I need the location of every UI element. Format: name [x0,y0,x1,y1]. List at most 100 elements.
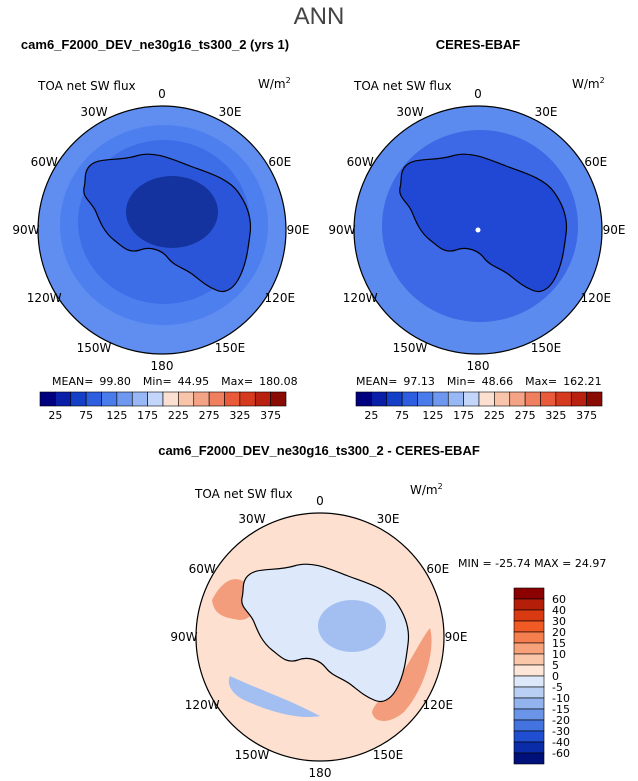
diff-stats: MIN = -25.74 MAX = 24.97 [458,557,606,570]
colorbar-tick-label: 225 [168,409,189,422]
colorbar-tick-label: 20 [552,626,566,639]
lon-label-180: 180 [151,359,174,373]
colorbar-swatch [513,752,545,765]
colorbar-tick-label: 25 [364,409,378,422]
colorbar-swatch [386,391,403,407]
colorbar-swatch [178,391,195,407]
colorbar-swatch [401,391,418,407]
colorbar-tick-label: 225 [484,409,505,422]
lon-label-60W: 60W [31,155,58,169]
ceres-variable-label: TOA net SW flux [353,79,452,93]
diff-units-label: W/m2 [410,482,443,497]
colorbar-swatch [70,391,87,407]
lon-label-180: 180 [467,359,490,373]
lon-label-120W: 120W [27,291,62,305]
colorbar-swatch [447,391,464,407]
colorbar-swatch [524,391,541,407]
diff-map-border [195,512,445,762]
colorbar-swatch [513,620,545,633]
colorbar-swatch [193,391,210,407]
colorbar-tick-label: 5 [552,659,559,672]
lon-label-120E: 120E [265,291,296,305]
lon-label-60E: 60E [268,155,291,169]
colorbar-tick-label: 275 [515,409,536,422]
colorbar-tick-label: -60 [552,747,570,760]
model-map [38,106,286,354]
lon-label-120W: 120W [343,291,378,305]
lon-label-0: 0 [158,87,166,101]
lon-label-180: 180 [309,766,332,780]
colorbar-tick-label: 325 [229,409,250,422]
colorbar-tick-label: 75 [395,409,409,422]
colorbar-tick-label: 375 [260,409,281,422]
lon-label-120E: 120E [581,291,612,305]
lon-label-0: 0 [316,494,324,508]
colorbar-tick-label: 375 [576,409,597,422]
colorbar-tick-label: 175 [453,409,474,422]
model-map-border [37,105,287,355]
colorbar-swatch [586,391,603,407]
colorbar-swatch [513,642,545,655]
colorbar-swatch [101,391,118,407]
model-stats: MEAN= 99.80 Min= 44.95 Max= 180.08 [52,375,298,388]
model-lon-labels: 0 30E 60E 90E 120E 150E 180 150W 120W 90W 60W 30W [12,87,309,373]
colorbar-swatch [513,631,545,644]
colorbar-tick-label: 15 [552,637,566,650]
colorbar-tick-label: 75 [79,409,93,422]
colorbar-swatch [478,391,495,407]
colorbar-swatch [224,391,241,407]
diff-cool-anomaly-plateau [318,600,386,652]
colorbar-swatch [494,391,511,407]
colorbar-swatch [513,653,545,666]
colorbar-swatch [55,391,72,407]
season-title: ANN [294,3,345,30]
lon-label-60W: 60W [347,155,374,169]
colorbar-swatch [513,697,545,710]
colorbar-tick-label: -10 [552,692,570,705]
colorbar-swatch [417,391,434,407]
lon-label-30E: 30E [219,105,242,119]
lon-label-90W: 90W [328,223,355,237]
colorbar-swatch [85,391,102,407]
lon-label-150E: 150E [215,341,246,355]
colorbar-swatch [513,730,545,743]
colorbar-swatch [513,741,545,754]
colorbar-swatch [355,391,372,407]
colorbar-tick-label: 25 [48,409,62,422]
ceres-panel: CERES-EBAF TOA net SW flux W/m2 0 30E 60E 9… [328,37,625,422]
model-panel-title: cam6_F2000_DEV_ne30g16_ts300_2 (yrs 1) [21,37,289,52]
lon-label-150W: 150W [77,341,112,355]
ceres-colorbar: 25 75 125 175 225 275 325 375 [355,391,603,422]
lon-label-30E: 30E [377,512,400,526]
lon-label-0: 0 [474,87,482,101]
colorbar-swatch [570,391,587,407]
diff-map [196,513,444,761]
colorbar-tick-label: 40 [552,604,566,617]
colorbar-swatch [116,391,133,407]
model-antarctica-core [126,176,218,248]
lon-label-30E: 30E [535,105,558,119]
lon-label-90W: 90W [170,630,197,644]
lon-label-90W: 90W [12,223,39,237]
colorbar-tick-label: 275 [199,409,220,422]
colorbar-tick-label: 10 [552,648,566,661]
diff-lon-labels: 0 30E 60E 90E 120E 150E 180 150W 120W 90W 60W 30W [170,494,467,780]
colorbar-swatch [208,391,225,407]
colorbar-tick-label: -15 [552,703,570,716]
colorbar-tick-label: 0 [552,670,559,683]
colorbar-tick-label: 175 [137,409,158,422]
colorbar-swatch [513,675,545,688]
colorbar-swatch [509,391,526,407]
colorbar-swatch [371,391,388,407]
ceres-stats: MEAN= 97.13 Min= 48.66 Max= 162.21 [356,375,602,388]
ceres-units-label: W/m2 [572,76,605,91]
colorbar-swatch [540,391,557,407]
colorbar-swatch [513,664,545,677]
colorbar-swatch [39,391,56,407]
ceres-map [354,106,602,354]
colorbar-tick-label: -5 [552,681,563,694]
ceres-map-border [353,105,603,355]
lon-label-30W: 30W [238,512,265,526]
ceres-lon-labels: 0 30E 60E 90E 120E 150E 180 150W 120W 90W 60W 30W [328,87,625,373]
